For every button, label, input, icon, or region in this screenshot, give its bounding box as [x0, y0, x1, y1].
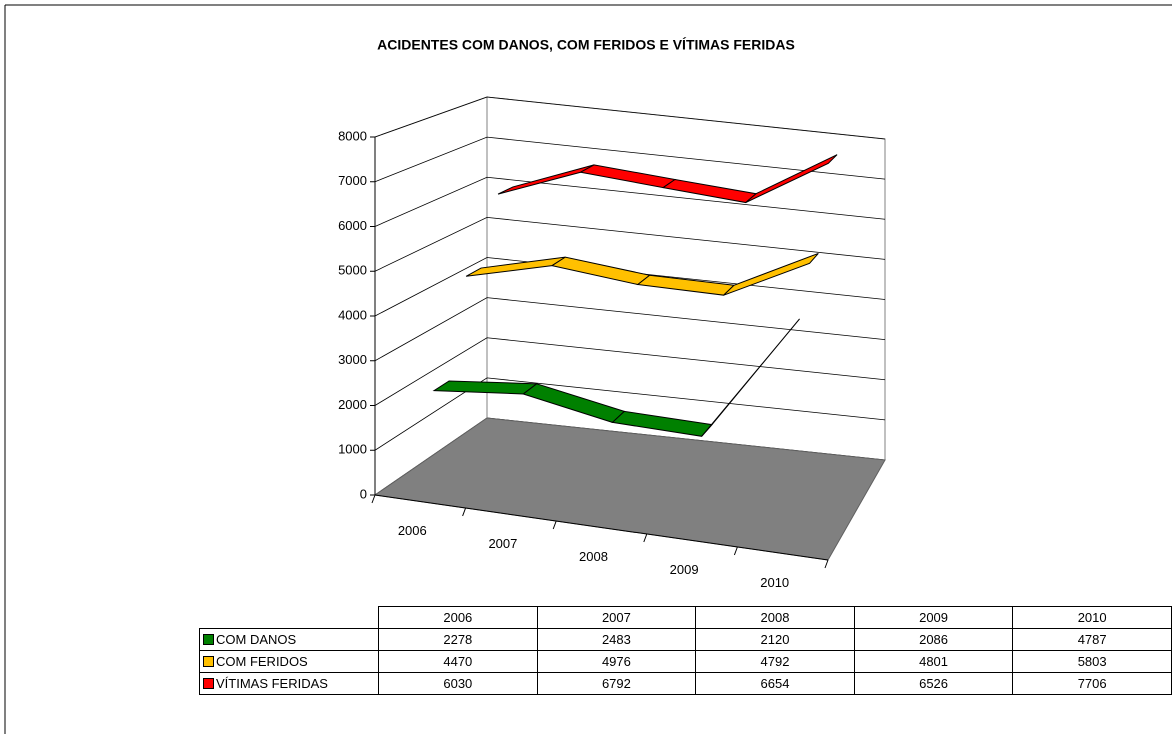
legend-swatch [203, 634, 214, 645]
y-tick-label: 7000 [338, 173, 367, 188]
table-cell: 2086 [853, 628, 1014, 651]
table-row: COM FERIDOS 4470 4976 4792 4801 5803 [198, 650, 1172, 673]
x-tick [643, 533, 648, 543]
table-cell: COM DANOS [198, 628, 380, 651]
table-cell: 5803 [1012, 650, 1172, 673]
x-axis [374, 494, 829, 561]
legend-swatch [203, 656, 214, 667]
x-tick-label: 2010 [760, 575, 789, 590]
x-tick-label: 2007 [488, 536, 517, 551]
table-cell: 7706 [1012, 672, 1172, 695]
x-tick [733, 546, 738, 556]
grid-line [374, 377, 886, 451]
grid-line [374, 96, 886, 140]
y-tick-label: 4000 [338, 307, 367, 322]
y-tick-label: 5000 [338, 263, 367, 278]
grid-line [374, 216, 886, 272]
x-tick-label: 2009 [670, 562, 699, 577]
grid-line [374, 176, 886, 227]
table-row: VÍTIMAS FERIDAS 6030 6792 6654 6526 7706 [198, 672, 1172, 695]
table-cell: 2008 [695, 606, 855, 629]
table-cell: COM FERIDOS [198, 650, 380, 673]
table-cell: 4792 [695, 650, 855, 673]
chart-title: ACIDENTES COM DANOS, COM FERIDOS E VÍTIM… [377, 37, 795, 53]
grid-line [374, 257, 886, 317]
line-ribbon [745, 154, 838, 203]
table-cell: 2007 [536, 606, 697, 629]
table-cell [199, 606, 380, 629]
table-cell: 4976 [536, 650, 697, 673]
table-cell: 2009 [853, 606, 1014, 629]
table-row: COM DANOS 2278 2483 2120 2086 4787 [198, 628, 1172, 651]
data-table: 2006 2007 2008 2009 2010 COM DANOS 2278 2483 212… [198, 606, 1172, 695]
x-tick-label: 2006 [398, 523, 427, 538]
y-tick-label: 2000 [338, 397, 367, 412]
grid-line [374, 136, 886, 183]
table-cell: 4787 [1012, 628, 1172, 651]
table-cell: 6526 [853, 672, 1014, 695]
line-ribbon [701, 318, 800, 437]
table-cell: 2278 [378, 628, 538, 651]
x-tick [462, 507, 467, 517]
table-cell: 4470 [378, 650, 538, 673]
table-cell: 6030 [378, 672, 538, 695]
x-tick-label: 2008 [579, 549, 608, 564]
legend-label: VÍTIMAS FERIDAS [216, 676, 328, 691]
grid-line [374, 297, 886, 362]
table-cell: 2010 [1012, 606, 1172, 629]
y-tick-label: 6000 [338, 218, 367, 233]
y-tick-label: 3000 [338, 352, 367, 367]
legend-swatch [203, 678, 214, 689]
x-tick [371, 494, 376, 504]
table-cell: 6654 [695, 672, 855, 695]
legend-label: COM FERIDOS [216, 654, 308, 669]
line-ribbon [723, 252, 819, 296]
x-tick [824, 559, 829, 569]
table-cell: 2483 [536, 628, 697, 651]
table-cell: 2120 [695, 628, 855, 651]
table-cell: 2006 [378, 606, 538, 629]
y-tick-label: 8000 [338, 128, 367, 143]
table-cell: 4801 [853, 650, 1014, 673]
table-row: 2006 2007 2008 2009 2010 [199, 606, 1172, 629]
table-cell: VÍTIMAS FERIDAS [198, 672, 380, 695]
x-tick [552, 520, 557, 530]
y-tick-label: 0 [360, 486, 367, 501]
grid-line [374, 337, 886, 406]
table-cell: 6792 [536, 672, 697, 695]
y-tick-label: 1000 [338, 442, 367, 457]
legend-label: COM DANOS [216, 632, 297, 647]
